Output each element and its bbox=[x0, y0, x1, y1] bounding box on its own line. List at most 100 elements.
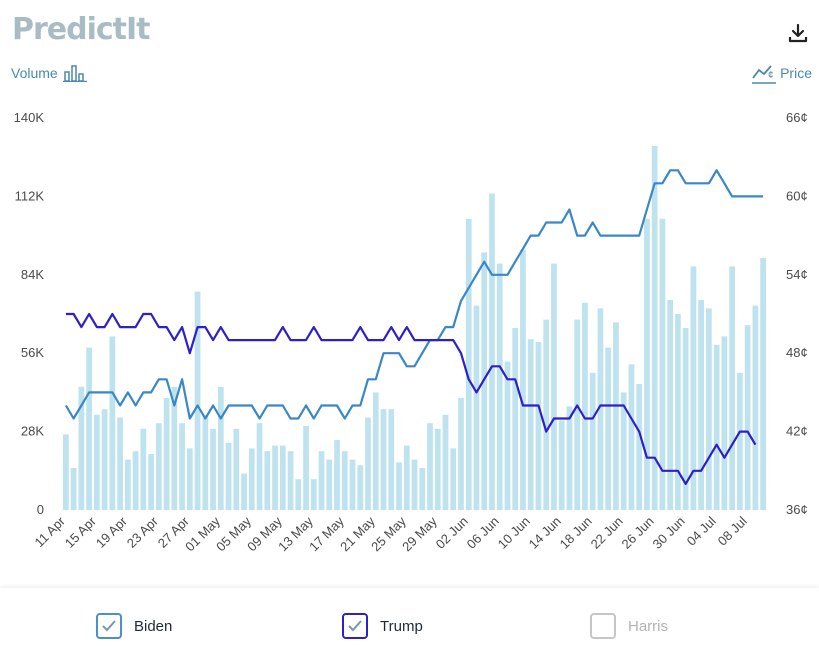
volume-bar bbox=[225, 442, 232, 510]
volume-tick-label: 140K bbox=[14, 110, 45, 125]
date-tick-label: 26 Jun bbox=[619, 514, 657, 552]
volume-tick-label: 28K bbox=[21, 424, 44, 439]
legend-label: Trump bbox=[380, 617, 423, 635]
price-tick-label: 36¢ bbox=[786, 502, 808, 517]
volume-bar bbox=[155, 423, 162, 510]
price-lines bbox=[64, 169, 764, 485]
volume-bar bbox=[582, 302, 588, 510]
price-tick-label: 60¢ bbox=[786, 188, 808, 203]
date-tick-label: 15 Apr bbox=[62, 513, 100, 551]
price-tick-label: 48¢ bbox=[786, 345, 808, 360]
volume-bar bbox=[729, 266, 736, 510]
volume-bar bbox=[535, 342, 542, 510]
date-tick-label: 10 Jun bbox=[495, 514, 533, 552]
date-tick-label: 30 Jun bbox=[650, 514, 688, 552]
legend-label: Biden bbox=[134, 617, 173, 635]
legend-label: Harris bbox=[628, 617, 668, 635]
volume-bar bbox=[380, 409, 387, 510]
date-tick-label: 23 Apr bbox=[124, 513, 162, 551]
volume-bar bbox=[372, 392, 379, 510]
volume-bar bbox=[318, 451, 325, 510]
volume-bar bbox=[117, 417, 123, 510]
date-tick-label: 04 Jul bbox=[684, 513, 719, 548]
volume-bar bbox=[737, 372, 743, 510]
date-tick-label: 22 Jun bbox=[588, 514, 626, 552]
volume-bar bbox=[279, 445, 286, 510]
checkbox[interactable] bbox=[590, 613, 616, 639]
volume-bar bbox=[148, 454, 154, 510]
volume-bar bbox=[241, 473, 247, 510]
volume-bar bbox=[427, 423, 433, 510]
volume-bar bbox=[613, 322, 619, 510]
price-tick-label: 66¢ bbox=[786, 110, 808, 125]
legend: Biden Trump Harris bbox=[0, 588, 819, 650]
volume-label: Volume bbox=[11, 65, 58, 81]
volume-bar bbox=[504, 361, 511, 510]
volume-bar bbox=[326, 459, 333, 510]
volume-bar bbox=[644, 218, 650, 511]
volume-bar bbox=[744, 325, 751, 510]
price-tick-label: 42¢ bbox=[786, 424, 808, 439]
volume-bar bbox=[93, 414, 100, 510]
check-icon bbox=[348, 620, 362, 632]
volume-bar bbox=[109, 336, 116, 510]
legend-item-trump[interactable]: Trump bbox=[342, 613, 423, 639]
volume-bar bbox=[171, 386, 178, 510]
volume-bar bbox=[473, 305, 480, 510]
volume-bar bbox=[365, 417, 371, 510]
volume-bar bbox=[210, 428, 216, 510]
volume-bar bbox=[574, 319, 581, 510]
volume-bar bbox=[310, 479, 317, 510]
volume-bar bbox=[233, 428, 240, 510]
bar-chart-icon bbox=[62, 65, 87, 82]
legend-item-biden[interactable]: Biden bbox=[96, 613, 172, 639]
volume-bar bbox=[667, 300, 674, 510]
volume-bar bbox=[760, 258, 766, 510]
price-volume-chart: 0 28K 56K 84K 112K 140K 36¢ 42¢ 48¢ 54¢ 60¢ 66¢ 11… bbox=[14, 110, 808, 554]
volume-bar bbox=[706, 308, 712, 510]
volume-bar bbox=[70, 468, 77, 510]
checkbox[interactable] bbox=[96, 613, 122, 639]
date-tick-label: 29 May bbox=[399, 513, 440, 554]
price-tick-label: 54¢ bbox=[786, 267, 808, 282]
series-line-biden bbox=[64, 169, 764, 420]
volume-bar bbox=[721, 336, 728, 510]
volume-bar bbox=[713, 344, 720, 510]
download-icon bbox=[788, 23, 808, 43]
volume-bar bbox=[341, 451, 348, 510]
volume-bar bbox=[458, 398, 464, 510]
volume-tick-label: 0 bbox=[37, 502, 44, 517]
volume-bar bbox=[752, 305, 759, 510]
check-icon bbox=[102, 620, 116, 632]
volume-bar bbox=[651, 146, 658, 510]
volume-bar bbox=[202, 414, 209, 510]
date-tick-label: 02 Jun bbox=[433, 514, 471, 552]
date-tick-label: 06 Jun bbox=[464, 514, 502, 552]
download-button[interactable] bbox=[785, 20, 811, 46]
volume-bar bbox=[434, 428, 441, 510]
svg-text:¢: ¢ bbox=[768, 70, 774, 81]
volume-bar bbox=[675, 314, 681, 510]
volume-bar bbox=[132, 451, 139, 510]
volume-bar bbox=[163, 398, 170, 510]
volume-bar bbox=[659, 218, 666, 511]
volume-bar bbox=[558, 420, 565, 510]
volume-bar bbox=[63, 434, 69, 510]
volume-bar bbox=[543, 319, 550, 510]
volume-bar bbox=[124, 459, 131, 510]
volume-bar bbox=[248, 448, 255, 510]
volume-toggle[interactable]: Volume bbox=[11, 64, 87, 82]
volume-bar bbox=[396, 462, 402, 510]
volume-tick-label: 112K bbox=[15, 188, 45, 203]
volume-bar bbox=[186, 448, 193, 510]
price-toggle[interactable]: ¢ Price bbox=[751, 62, 812, 84]
volume-bar bbox=[597, 308, 604, 510]
legend-item-harris[interactable]: Harris bbox=[590, 613, 668, 639]
checkbox[interactable] bbox=[342, 613, 368, 639]
volume-bar bbox=[419, 468, 426, 510]
volume-bar bbox=[551, 263, 557, 510]
price-label: Price bbox=[780, 65, 812, 81]
volume-tick-label: 84K bbox=[21, 267, 44, 282]
volume-bar bbox=[566, 406, 573, 510]
